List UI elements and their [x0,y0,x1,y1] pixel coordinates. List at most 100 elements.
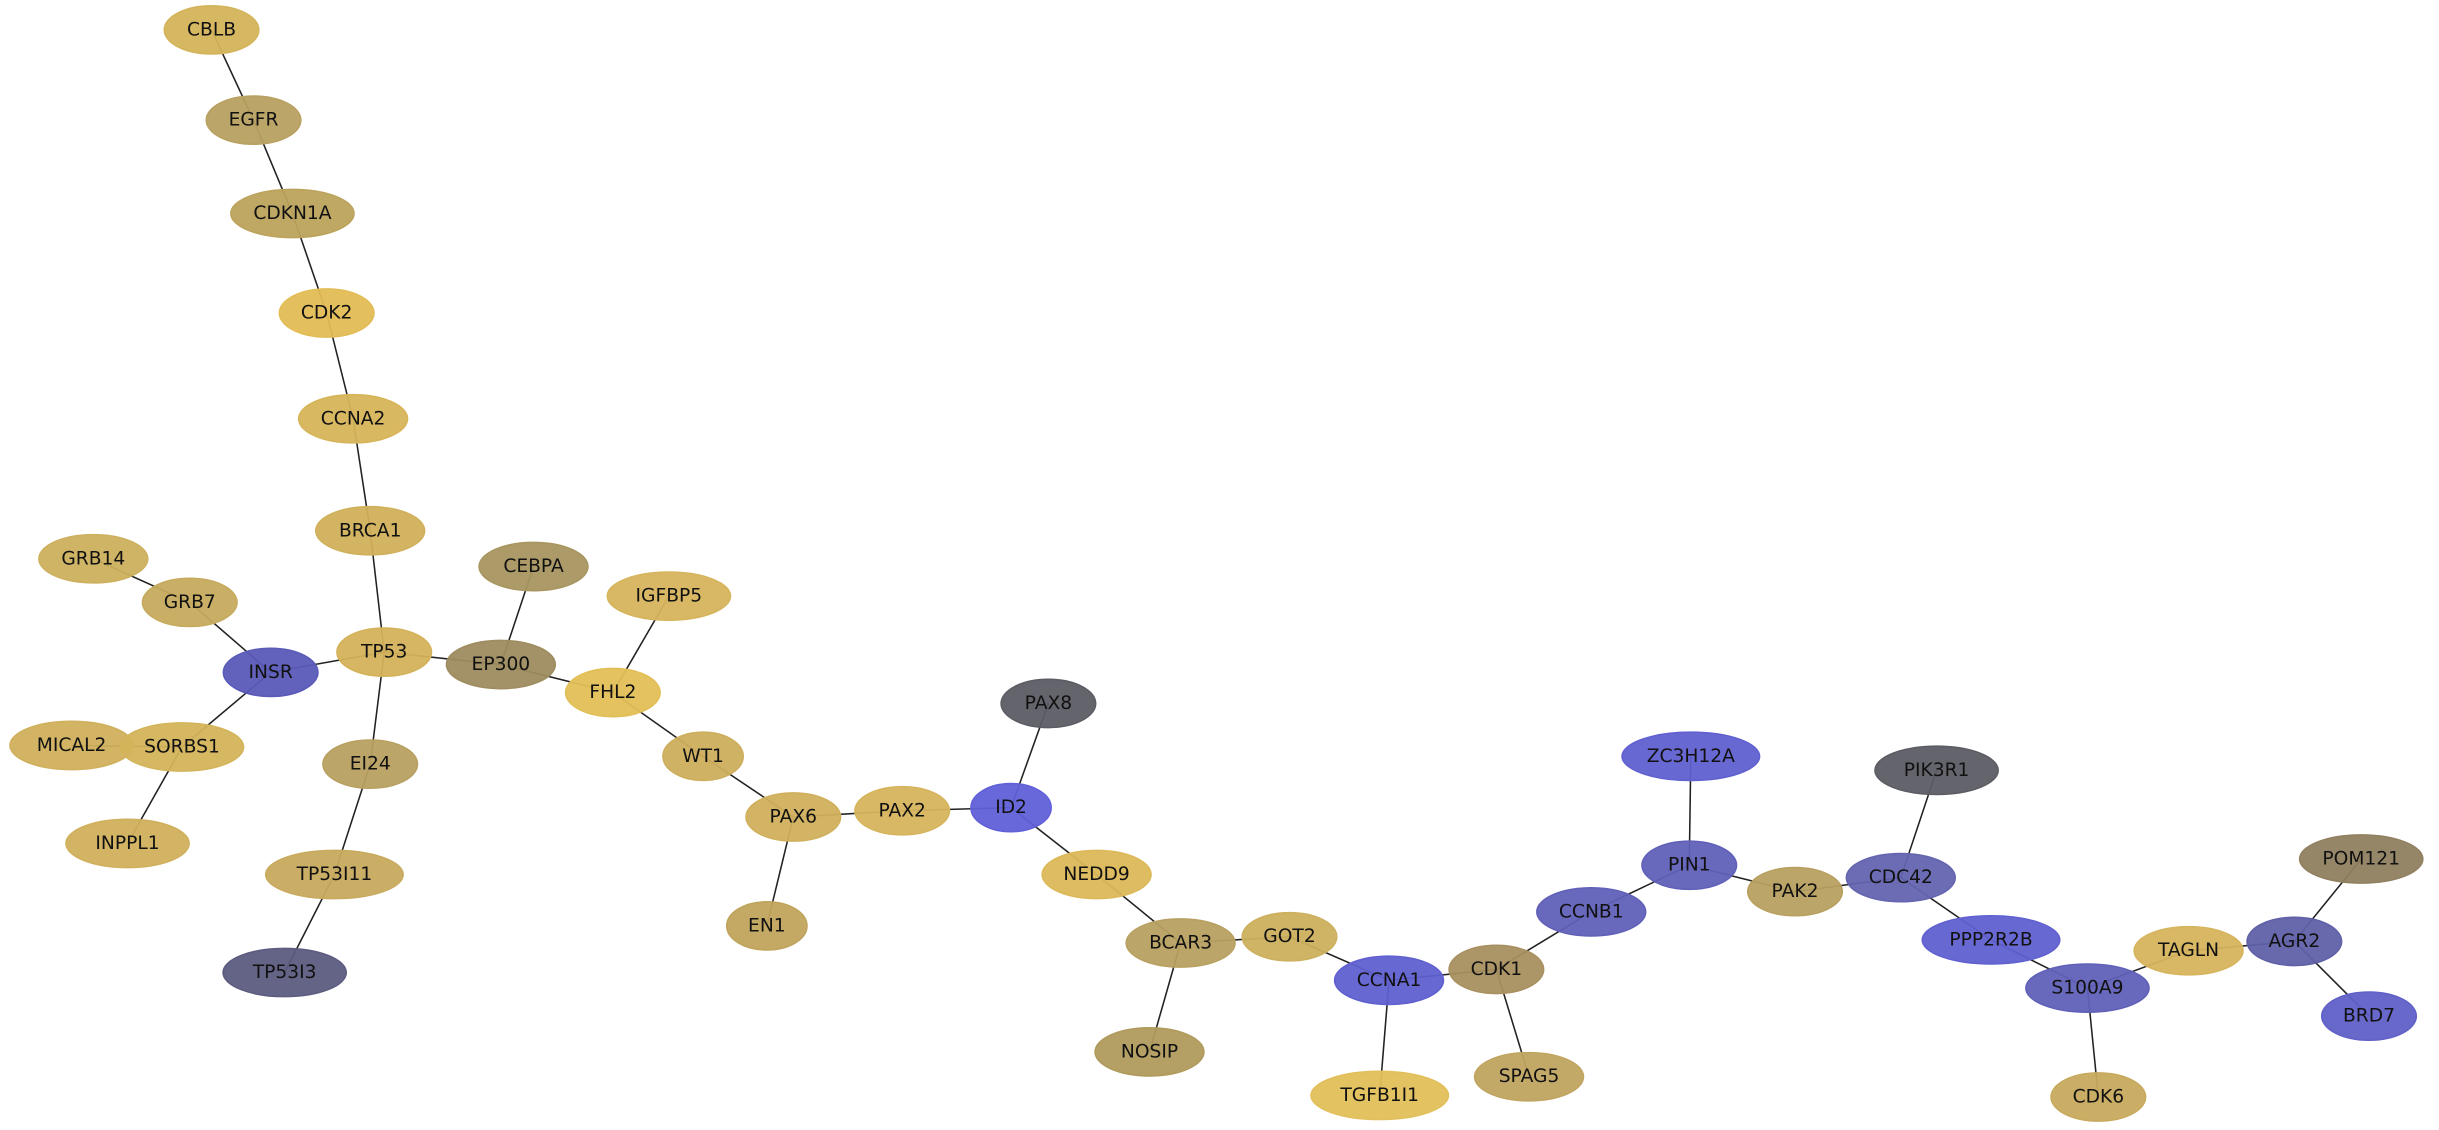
node: MICAL2 [9,720,134,771]
node-shape [222,947,348,998]
node-label: CCNA2 [321,408,386,429]
node-shape [1000,678,1097,729]
node: EGFR [205,95,302,146]
node: PAX6 [745,792,842,842]
node-shape [854,785,951,836]
node: CCNB1 [1536,886,1647,937]
node: PAX2 [854,785,951,836]
node: PIN1 [1641,840,1738,891]
node: ID2 [970,782,1052,833]
node: NEDD9 [1041,849,1152,900]
node: CDK1 [1448,944,1545,995]
node: ZC3H12A [1621,731,1761,782]
node-label: EGFR [229,110,279,131]
node-shape [2025,963,2150,1013]
node-label: SORBS1 [144,736,220,757]
node: TGFB1I1 [1310,1070,1450,1121]
node-shape [264,849,404,900]
node: AGR2 [2246,916,2343,967]
node-shape [445,639,557,690]
node: PIK3R1 [1874,745,1999,796]
node-label: FHL2 [589,682,636,703]
node: SORBS1 [119,722,245,772]
node: CDC42 [1845,852,1957,903]
node: SPAG5 [1473,1051,1585,1102]
node-label: CCNA1 [1357,970,1422,991]
node-label: CCNB1 [1559,901,1624,922]
node-label: INPPL1 [95,833,159,854]
node-label: EP300 [472,654,531,675]
node-shape [1473,1051,1585,1102]
node: GRB14 [38,533,149,584]
node-label: CDK1 [1471,959,1522,980]
node-shape [2298,834,2424,884]
node-label: CDK6 [2073,1086,2125,1107]
node-shape [65,818,190,869]
node-shape [297,393,409,444]
node-shape [2133,925,2244,976]
node-shape [1621,731,1761,782]
node-shape [1641,840,1738,891]
node-label: CBLB [187,19,236,40]
node-label: TP53I3 [252,962,317,983]
node-label: IGFBP5 [636,586,703,607]
node-label: MICAL2 [37,735,107,756]
node-label: PAX6 [770,806,817,827]
node: POM121 [2298,834,2424,884]
node-shape [1125,918,1236,968]
node: GOT2 [1241,911,1338,962]
node-label: SPAG5 [1499,1066,1560,1087]
node-label: PPP2R2B [1949,929,2032,950]
node-label: ZC3H12A [1647,746,1735,767]
node-shape [163,5,260,55]
node-shape [2050,1072,2147,1122]
node-label: PIK3R1 [1904,760,1970,781]
node-label: BCAR3 [1149,932,1212,953]
node: TP53I11 [264,849,404,900]
node: IGFBP5 [606,571,732,621]
node-shape [1921,914,2061,965]
node-label: GOT2 [1263,926,1315,947]
node-label: BRCA1 [339,520,402,541]
node: WT1 [662,731,744,782]
node-label: NOSIP [1121,1041,1178,1062]
node-shape [725,900,808,951]
node: BRCA1 [314,505,426,556]
node-label: AGR2 [2268,931,2320,952]
node: BCAR3 [1125,918,1236,968]
node: CBLB [163,5,260,55]
node-shape [314,505,426,556]
node-label: TP53I11 [296,864,373,885]
node-shape [119,722,245,772]
node-shape [2246,916,2343,967]
node-shape [745,792,842,842]
node: EI24 [322,739,419,789]
node: EN1 [725,900,808,951]
node-shape [1041,849,1152,900]
node-shape [970,782,1052,833]
node: INPPL1 [65,818,190,869]
node-label: INSR [249,662,293,683]
node-shape [230,188,355,239]
node-label: EI24 [350,754,391,775]
node-shape [1845,852,1957,903]
node-label: PAX8 [1025,693,1072,714]
node-shape [1094,1026,1205,1077]
node: CDK6 [2050,1072,2147,1122]
node-shape [564,667,661,718]
node: GRB7 [141,577,238,628]
node-label: CEBPA [503,556,564,577]
node-label: NEDD9 [1063,864,1129,885]
node-label: CDKN1A [253,203,331,224]
node-label: PAX2 [878,800,925,821]
node-label: GRB14 [61,548,125,569]
node: TAGLN [2133,925,2244,976]
node-shape [662,731,744,782]
node-shape [222,647,319,698]
node: S100A9 [2025,963,2150,1013]
node: INSR [222,647,319,698]
node-label: BRD7 [2343,1006,2395,1027]
node-shape [322,739,419,789]
node-label: EN1 [748,915,786,936]
